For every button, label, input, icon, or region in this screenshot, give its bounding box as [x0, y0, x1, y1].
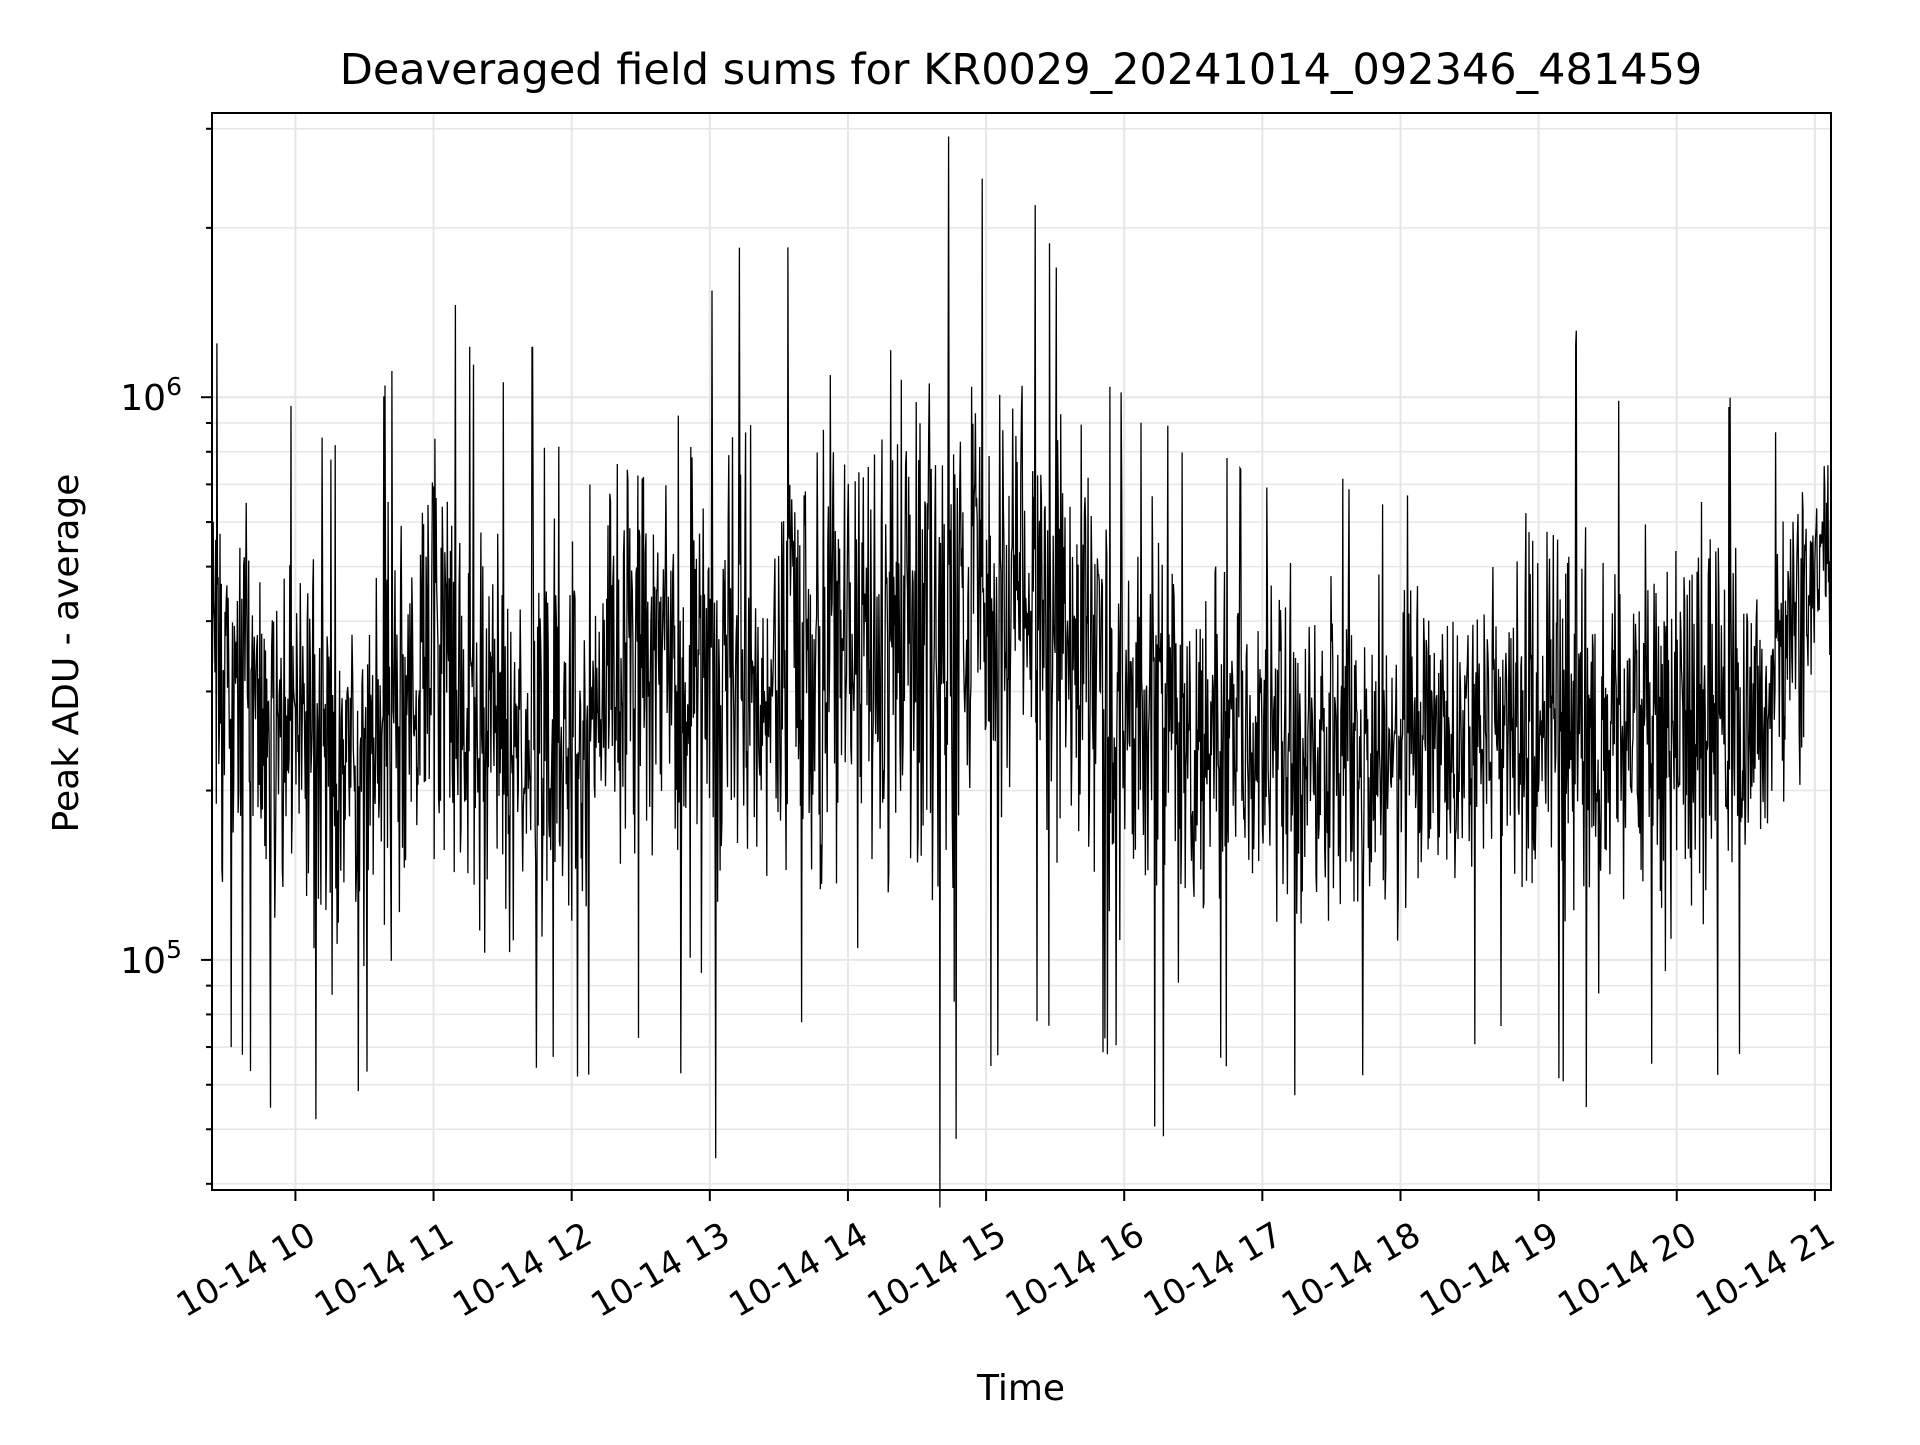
- series-line: [211, 136, 1832, 1208]
- y-tick-label: 106: [120, 372, 182, 419]
- chart-title: Deaveraged field sums for KR0029_2024101…: [340, 45, 1703, 95]
- y-axis-label: Peak ADU - average: [46, 474, 87, 833]
- x-axis-label: Time: [976, 1368, 1065, 1409]
- plot-frame: [211, 112, 1832, 1191]
- data-layer: [211, 136, 1832, 1208]
- y-tick-label: 105: [120, 935, 182, 982]
